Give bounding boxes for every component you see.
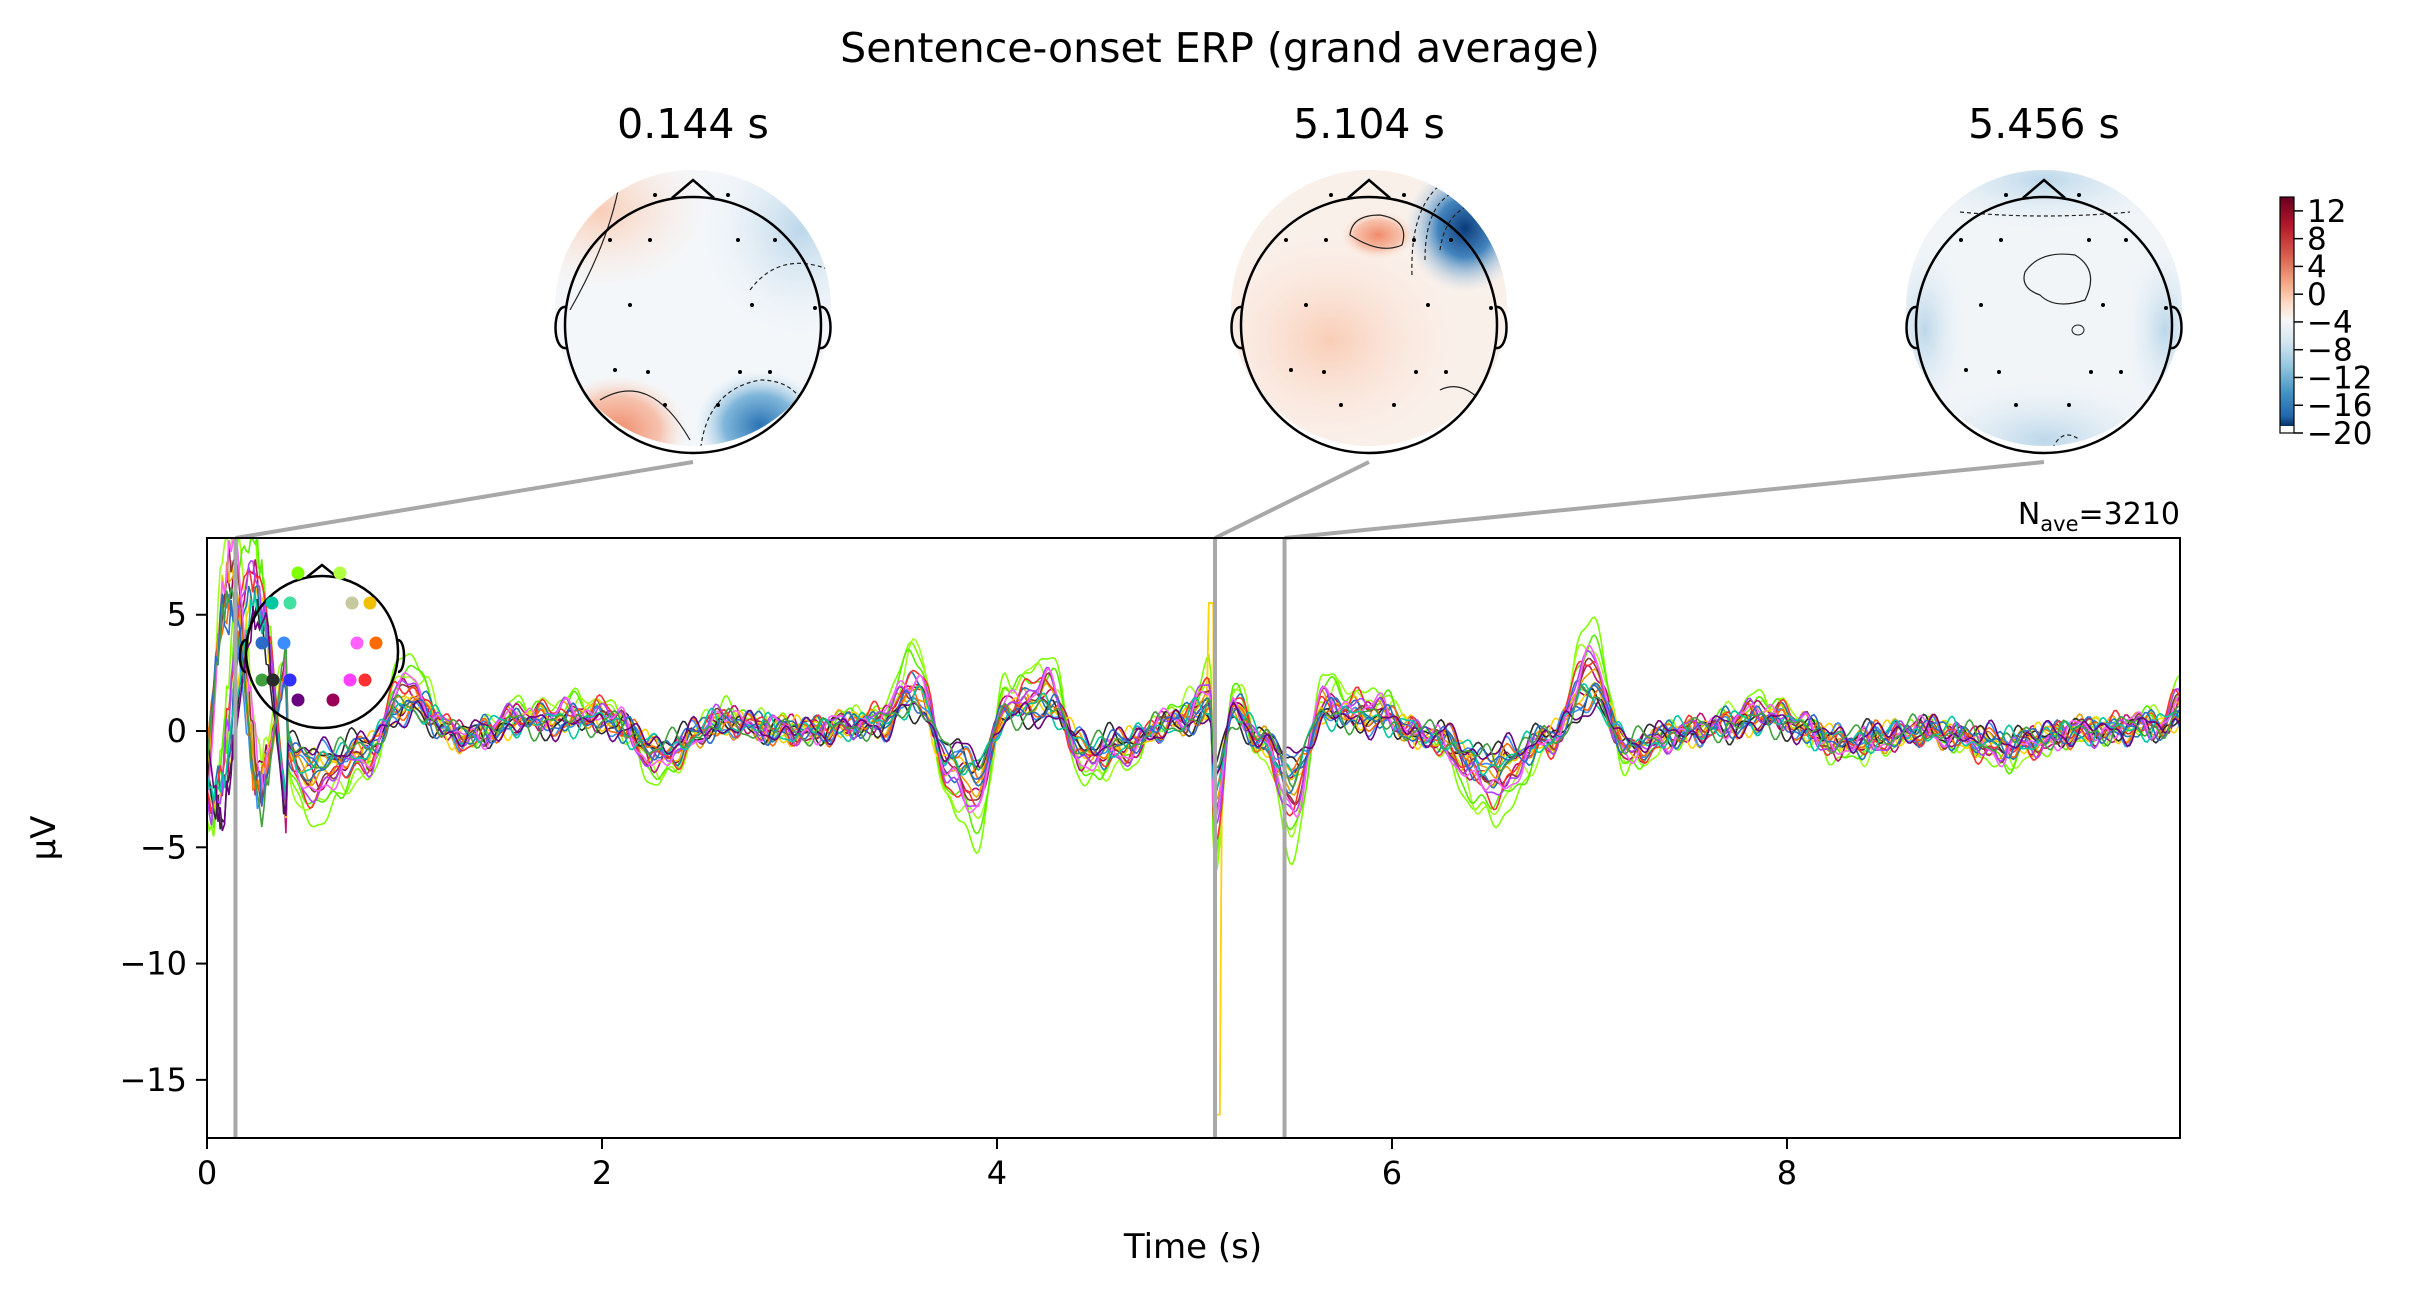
inset-sensor-dot [255,673,269,687]
colorbar-tick-label: −8 [2307,333,2353,369]
sensor-dots [608,193,817,407]
inset-sensor-dot [358,673,372,687]
erp-channel-line [207,538,2180,875]
y-axis-ticks: 5 0 −5 −10 −15 [119,596,207,1099]
x-tick-label: 6 [1382,1154,1402,1192]
erp-channel-line [207,560,2180,1116]
topomap-3-label: 5.456 s [1968,100,2120,148]
inset-sensor-dot [265,596,279,610]
inset-sensor-dot [345,596,359,610]
inset-sensor-dot [369,636,383,650]
inset-sensor-dot [291,566,305,580]
inset-sensor-dot [343,673,357,687]
topomap-1: 0.144 s [554,100,832,455]
inset-right-ear-icon [397,638,406,674]
inset-sensor-dot [283,596,297,610]
x-axis-ticks: 0 2 4 6 8 [197,1138,1797,1192]
topomap-connectors [235,460,2045,540]
erp-channel-line [207,605,2180,832]
nose-icon [671,178,715,199]
topomap-2: 5.104 s [1230,100,1508,455]
erp-channel-line [207,538,2180,867]
head-outline [1239,195,1499,455]
y-tick-label: −15 [119,1061,187,1099]
inset-sensor-dot [363,596,377,610]
colorbar-tick-label: 0 [2307,277,2327,313]
right-ear-icon [1495,305,1508,350]
y-axis-label: µV [24,816,64,861]
left-ear-icon [554,305,567,350]
erp-channel-line [207,593,2180,806]
left-ear-icon [1230,305,1243,350]
right-ear-icon [2170,305,2183,350]
nose-icon [2022,178,2066,199]
erp-series [207,538,2180,1116]
topomap-1-label: 0.144 s [617,100,769,148]
inset-nose-icon [306,563,338,578]
sensor-dots [1284,193,1493,407]
inset-sensor-dots [255,566,383,707]
sensor-inset [238,563,406,730]
topomap-2-label: 5.104 s [1293,100,1445,148]
topomap-connector [1214,460,1370,540]
inset-sensor-dot [283,673,297,687]
colorbar-tick-label: −16 [2307,388,2372,424]
figure-title: Sentence-onset ERP (grand average) [840,24,1600,72]
erp-channel-line [207,574,2180,820]
topomap-connector [1284,460,2045,540]
head-outline [563,195,823,455]
erp-channel-line [207,603,2180,792]
y-tick-label: −5 [140,828,187,866]
x-tick-label: 2 [592,1154,612,1192]
head-outline [1914,195,2174,455]
y-tick-label: 5 [167,596,187,634]
erp-axes: Nave=3210 0 2 4 6 8 5 0 −5 −10 −15 Time (s) µV [24,497,2181,1267]
y-tick-label: 0 [167,712,187,750]
erp-channel-line [207,587,2180,828]
right-ear-icon [819,305,832,350]
x-tick-label: 0 [197,1154,217,1192]
erp-channel-line [207,584,2180,1116]
inset-sensor-dot [291,693,305,707]
nose-icon [1347,178,1391,199]
y-tick-label: −10 [119,945,187,983]
time-markers [233,538,1287,1138]
colorbar-tick-label: 4 [2307,249,2327,285]
inset-sensor-dot [350,636,364,650]
x-axis-label: Time (s) [1123,1227,1262,1267]
colorbar-tick-label: 12 [2307,194,2346,230]
colorbar-tick-label: −12 [2307,360,2372,396]
topomap-3: 5.456 s [1905,100,2183,455]
left-ear-icon [1905,305,1918,350]
topomap-connector [235,460,694,540]
erp-channel-line [207,594,2180,803]
colorbar-tick-label: −4 [2307,305,2353,341]
sensor-dots [1959,193,2168,407]
erp-channel-line [207,544,2180,813]
colorbar-tick-label: −20 [2307,416,2372,452]
erp-channel-line [207,560,2180,829]
x-tick-label: 4 [987,1154,1007,1192]
inset-sensor-dot [277,636,291,650]
x-tick-label: 8 [1777,1154,1797,1192]
inset-sensor-dot [333,566,347,580]
inset-sensor-dot [255,636,269,650]
erp-channel-line [207,538,2180,821]
colorbar-tick-label: 8 [2307,222,2327,258]
erp-channel-line [207,561,2180,803]
inset-sensor-dot [326,693,340,707]
colorbar-gradient [2279,196,2295,434]
plot-frame [206,537,2181,1139]
inset-left-ear-icon [238,638,247,674]
nave-label: Nave=3210 [2018,497,2180,536]
erp-channel-line [207,559,2180,834]
inset-sensor-dot [266,673,280,687]
